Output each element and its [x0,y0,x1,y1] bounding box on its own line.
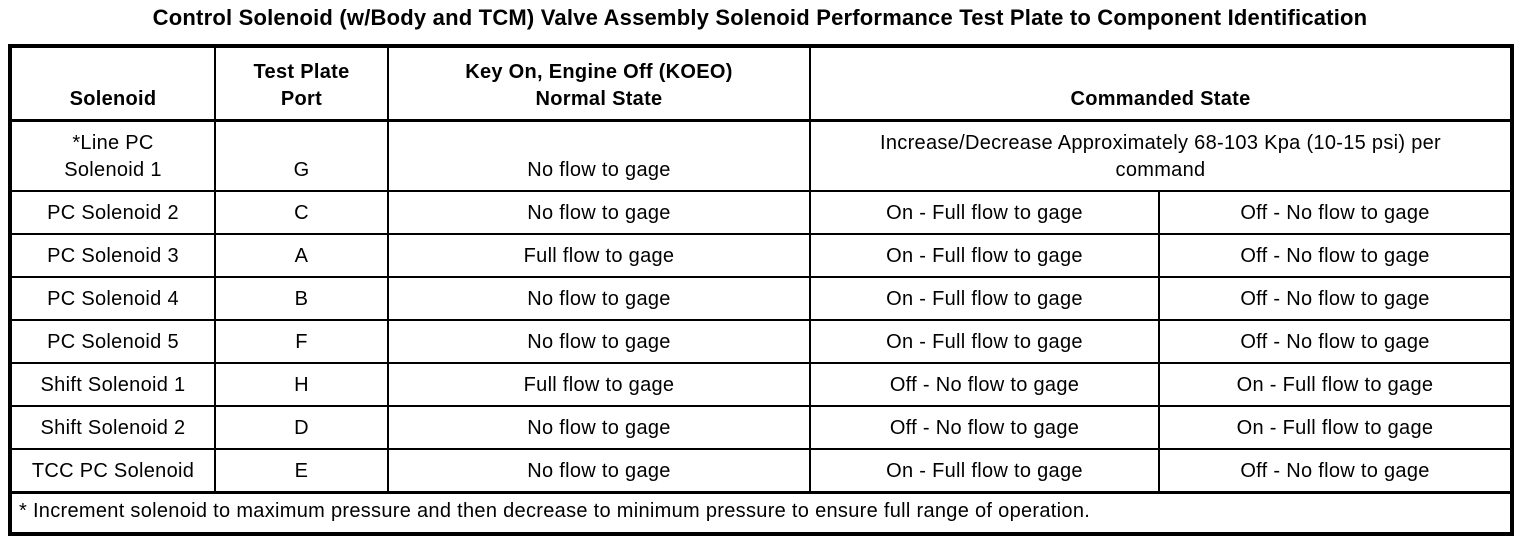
cell-commanded-right: Off - No flow to gage [1158,319,1513,364]
cell-port: D [214,405,389,450]
cell-commanded-right: Off - No flow to gage [1158,190,1513,235]
cell-port: F [214,319,389,364]
cell-solenoid: *Line PC Solenoid 1 [9,119,216,192]
cell-solenoid: PC Solenoid 4 [9,276,216,321]
page-title: Control Solenoid (w/Body and TCM) Valve … [152,5,1368,30]
cell-solenoid: Shift Solenoid 2 [9,405,216,450]
table-row: PC Solenoid 4 B No flow to gage On - Ful… [9,276,1513,321]
cell-commanded-right: Off - No flow to gage [1158,233,1513,278]
cell-solenoid: TCC PC Solenoid [9,448,216,493]
cell-koeo: No flow to gage [387,448,811,493]
cell-solenoid: PC Solenoid 2 [9,190,216,235]
footnote-row: * Increment solenoid to maximum pressure… [9,490,1513,535]
table-row: Shift Solenoid 2 D No flow to gage Off -… [9,405,1513,450]
table-row: Shift Solenoid 1 H Full flow to gage Off… [9,362,1513,407]
cell-koeo: No flow to gage [387,276,811,321]
cell-commanded-left: Off - No flow to gage [809,405,1160,450]
cell-port: E [214,448,389,493]
cell-solenoid: PC Solenoid 3 [9,233,216,278]
cell-koeo: Full flow to gage [387,233,811,278]
cell-commanded-left: On - Full flow to gage [809,233,1160,278]
cell-koeo: No flow to gage [387,405,811,450]
footnote-text: * Increment solenoid to maximum pressure… [9,490,1513,535]
cell-commanded-left: Off - No flow to gage [809,362,1160,407]
cell-port: A [214,233,389,278]
col-header-koeo-normal-state: Key On, Engine Off (KOEO) Normal State [387,45,811,122]
cell-port: B [214,276,389,321]
col-header-solenoid: Solenoid [9,45,216,122]
cell-koeo: No flow to gage [387,190,811,235]
col-header-test-plate-port: Test Plate Port [214,45,389,122]
cell-commanded-right: Off - No flow to gage [1158,448,1513,493]
cell-solenoid: PC Solenoid 5 [9,319,216,364]
cell-koeo: No flow to gage [387,319,811,364]
cell-commanded-right: On - Full flow to gage [1158,405,1513,450]
cell-commanded-left: On - Full flow to gage [809,276,1160,321]
cell-commanded-right: Off - No flow to gage [1158,276,1513,321]
cell-koeo: No flow to gage [387,119,811,192]
table-row: PC Solenoid 2 C No flow to gage On - Ful… [9,190,1513,235]
cell-commanded-left: On - Full flow to gage [809,190,1160,235]
solenoid-performance-table: Solenoid Test Plate Port Key On, Engine … [8,44,1514,536]
col-header-commanded-state: Commanded State [809,45,1513,122]
table-row: PC Solenoid 3 A Full flow to gage On - F… [9,233,1513,278]
cell-port: C [214,190,389,235]
cell-commanded-left: On - Full flow to gage [809,448,1160,493]
cell-commanded-left: On - Full flow to gage [809,319,1160,364]
cell-commanded-span: Increase/Decrease Approximately 68-103 K… [809,119,1513,192]
cell-commanded-right: On - Full flow to gage [1158,362,1513,407]
cell-port: H [214,362,389,407]
cell-solenoid: Shift Solenoid 1 [9,362,216,407]
table-row: PC Solenoid 5 F No flow to gage On - Ful… [9,319,1513,364]
table-header-row: Solenoid Test Plate Port Key On, Engine … [9,45,1513,122]
table-row: *Line PC Solenoid 1 G No flow to gage In… [9,119,1513,192]
table-row: TCC PC Solenoid E No flow to gage On - F… [9,448,1513,493]
cell-port: G [214,119,389,192]
cell-koeo: Full flow to gage [387,362,811,407]
